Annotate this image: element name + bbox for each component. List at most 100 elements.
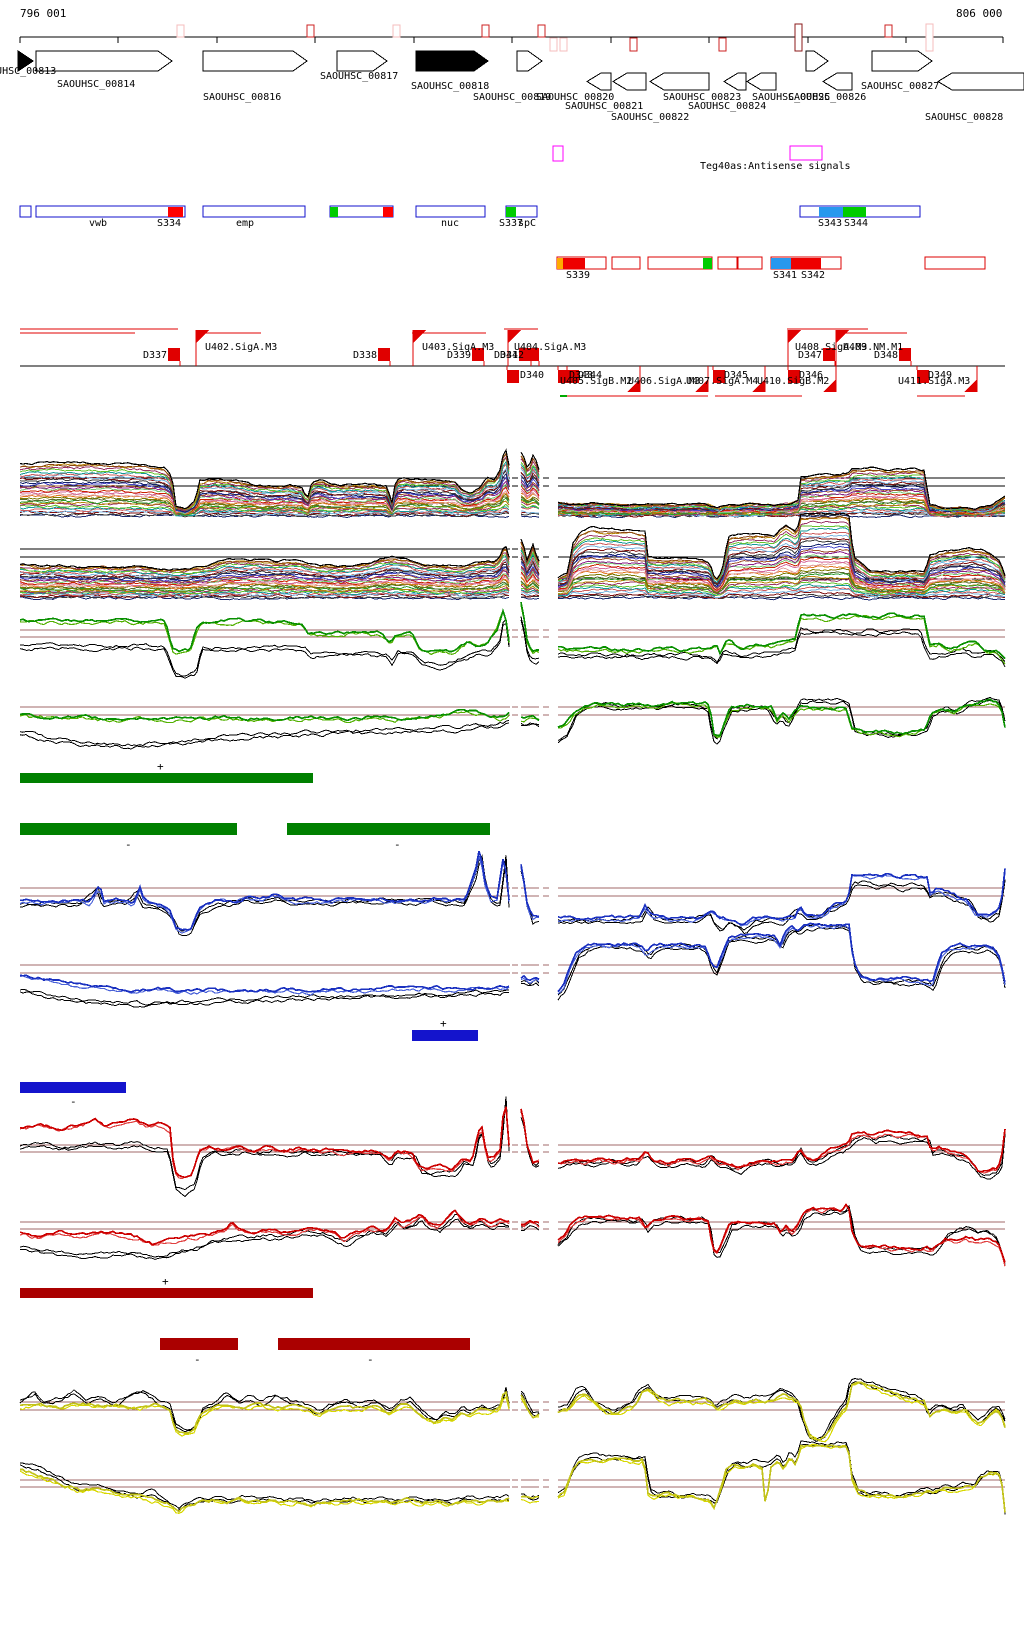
promoter-flag-U408.SigA.M3[interactable] bbox=[788, 330, 801, 343]
feature-box[interactable] bbox=[35, 205, 186, 218]
expression-track-condition-blue-forward[interactable] bbox=[19, 850, 1006, 936]
terminator-flag-D337[interactable] bbox=[168, 348, 180, 361]
expression-track-condition-yellow-reverse[interactable] bbox=[19, 1440, 1006, 1515]
segment-bar[interactable] bbox=[20, 1082, 126, 1093]
expression-series bbox=[19, 1209, 510, 1247]
gene-arrow-SAOUHSC_00827[interactable] bbox=[871, 50, 933, 72]
expression-series bbox=[557, 927, 1006, 1001]
expression-series bbox=[520, 1394, 540, 1419]
segment-bar[interactable] bbox=[160, 1338, 238, 1350]
segment-bar[interactable] bbox=[20, 773, 313, 783]
feature-box[interactable] bbox=[202, 205, 306, 218]
gene-arrow-SAOUHSC_00818[interactable] bbox=[415, 50, 489, 72]
segment-bar[interactable] bbox=[278, 1338, 470, 1350]
ruler-variant-marker bbox=[176, 24, 185, 38]
expression-series bbox=[19, 561, 510, 579]
terminator-flag-D349[interactable] bbox=[917, 370, 929, 383]
expression-series bbox=[557, 922, 1006, 993]
expression-series bbox=[19, 850, 510, 931]
promoter-flag-U410.SigB.M2[interactable] bbox=[823, 379, 836, 392]
terminator-flag-D348[interactable] bbox=[899, 348, 911, 361]
expression-series bbox=[19, 500, 510, 516]
expression-series bbox=[19, 1390, 510, 1434]
expression-series bbox=[557, 924, 1006, 995]
expression-series bbox=[520, 488, 540, 498]
expression-series bbox=[520, 478, 540, 489]
expression-series bbox=[557, 573, 1006, 595]
expression-series bbox=[557, 588, 1006, 599]
segment-bar[interactable] bbox=[412, 1030, 478, 1041]
gene-arrow-SAOUHSC_00813[interactable] bbox=[17, 50, 34, 72]
terminator-flag-D340[interactable] bbox=[507, 370, 519, 383]
feature-box[interactable] bbox=[647, 256, 713, 270]
terminator-flag-D345[interactable] bbox=[713, 370, 725, 383]
terminator-flag-D338[interactable] bbox=[378, 348, 390, 361]
annotation-track bbox=[20, 328, 1005, 397]
gene-arrow-SAOUHSC_00823[interactable] bbox=[723, 72, 747, 91]
gene-arrow-SAOUHSC_00826[interactable] bbox=[822, 72, 853, 91]
promoter-flag-U411.SigA.M3[interactable] bbox=[964, 379, 977, 392]
promoter-flag-U404.SigA.M3[interactable] bbox=[508, 330, 521, 343]
terminator-flag-D346[interactable] bbox=[788, 370, 800, 383]
expression-series bbox=[520, 583, 540, 592]
promoter-flag-U409.NM.M1[interactable] bbox=[836, 330, 849, 343]
expression-series bbox=[557, 595, 1006, 601]
expression-track-condition-yellow-forward[interactable] bbox=[19, 1377, 1006, 1443]
promoter-flag-U403.SigA.M3[interactable] bbox=[413, 330, 426, 343]
terminator-flag-D342[interactable] bbox=[527, 348, 539, 361]
promoter-flag-U405.SigB.M2[interactable] bbox=[627, 379, 640, 392]
gene-arrow-SAOUHSC_00816[interactable] bbox=[202, 50, 308, 72]
expression-series bbox=[19, 456, 510, 512]
expression-series bbox=[19, 566, 510, 582]
terminator-flag-D339[interactable] bbox=[472, 348, 484, 361]
expression-series bbox=[557, 520, 1006, 581]
expression-series bbox=[557, 578, 1006, 596]
expression-track-all-samples-reverse[interactable] bbox=[19, 512, 1006, 601]
expression-series bbox=[19, 607, 510, 653]
expression-series bbox=[520, 461, 540, 477]
gene-arrow-SAOUHSC_00822[interactable] bbox=[649, 72, 710, 91]
segment-bar[interactable] bbox=[287, 823, 490, 835]
expression-series bbox=[557, 571, 1006, 594]
ruler-variant-marker bbox=[794, 23, 803, 52]
antisense-signal-box[interactable] bbox=[552, 145, 564, 162]
gene-arrow-SAOUHSC_00814[interactable] bbox=[35, 50, 173, 72]
promoter-flag-U402.SigA.M3[interactable] bbox=[196, 330, 209, 343]
gene-arrow-SAOUHSC_00824[interactable] bbox=[746, 72, 777, 91]
promoter-flag-U406.SigA.M3[interactable] bbox=[695, 379, 708, 392]
expression-series bbox=[19, 618, 510, 677]
gene-arrow-SAOUHSC_00825[interactable] bbox=[805, 50, 829, 72]
feature-box[interactable] bbox=[717, 256, 738, 270]
segment-bar[interactable] bbox=[20, 823, 237, 835]
expression-track-condition-blue-reverse[interactable] bbox=[19, 922, 1006, 1008]
srna-utr-forward-track bbox=[19, 205, 921, 218]
gene-arrow-SAOUHSC_00817[interactable] bbox=[336, 50, 388, 72]
feature-box[interactable] bbox=[924, 256, 986, 270]
antisense-signal-box[interactable] bbox=[789, 145, 823, 161]
expression-track-condition-green-reverse[interactable] bbox=[19, 696, 1006, 750]
gene-arrow-SAOUHSC_00820[interactable] bbox=[586, 72, 612, 91]
feature-box[interactable] bbox=[737, 256, 763, 270]
terminator-flag-D344[interactable] bbox=[567, 370, 579, 383]
feature-box[interactable] bbox=[611, 256, 641, 270]
feature-box[interactable] bbox=[415, 205, 486, 218]
expression-series bbox=[520, 580, 540, 589]
expression-track-condition-red-forward[interactable] bbox=[19, 1096, 1006, 1198]
expression-series bbox=[19, 1218, 510, 1260]
ruler-variant-marker bbox=[718, 37, 727, 52]
expression-series bbox=[20, 487, 510, 515]
gene-arrow-SAOUHSC_00819[interactable] bbox=[516, 50, 543, 72]
gene-arrow-SAOUHSC_00828[interactable] bbox=[937, 72, 1024, 91]
expression-series bbox=[19, 548, 510, 572]
segment-bar[interactable] bbox=[20, 1288, 313, 1298]
expression-track-all-samples-forward[interactable] bbox=[19, 448, 1006, 519]
terminator-flag-D347[interactable] bbox=[823, 348, 835, 361]
ruler-variant-marker bbox=[884, 24, 893, 38]
gene-arrow-SAOUHSC_00821[interactable] bbox=[612, 72, 647, 91]
expression-series bbox=[19, 512, 510, 518]
expression-track-condition-green-forward[interactable] bbox=[19, 602, 1006, 679]
feature-box[interactable] bbox=[19, 205, 32, 218]
expression-track-condition-red-reverse[interactable] bbox=[19, 1202, 1006, 1267]
expression-series bbox=[19, 486, 510, 513]
promoter-flag-U407.SigA.M4[interactable] bbox=[752, 379, 765, 392]
